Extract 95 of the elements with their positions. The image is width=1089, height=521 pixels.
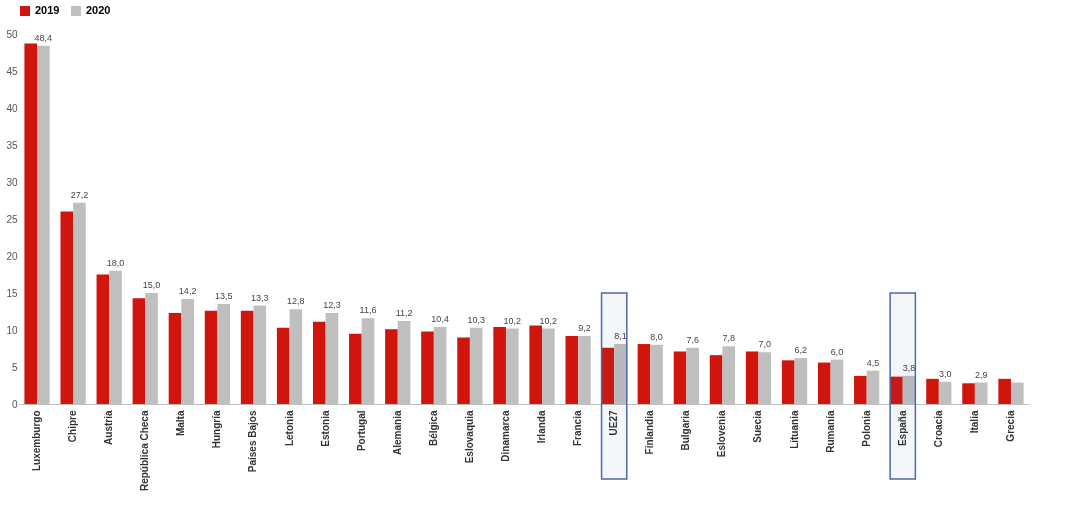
data-label: 10,3 [467,314,485,325]
y-tick-label: 25 [6,213,18,225]
bar [132,298,146,404]
y-tick-label: 40 [6,102,18,114]
legend-label: 2020 [86,4,111,16]
x-tick-label: Países Bajos [247,410,259,473]
data-label: 2,9 [974,369,988,380]
x-tick-label: Portugal [355,410,367,452]
bar [168,312,182,404]
x-tick-label: Alemania [391,410,403,455]
bar [276,327,290,404]
bar [817,362,831,404]
x-tick-label: Lituania [788,410,800,449]
data-label: 15,0 [142,280,161,290]
x-tick-label: Suecia [752,410,764,443]
data-label: 3,8 [902,362,916,373]
x-tick-label: República Checa [139,410,151,492]
bar [24,43,38,404]
data-label: 11,2 [395,308,413,319]
bar [673,351,687,404]
y-tick-label: 50 [6,28,18,40]
y-tick-label: 35 [6,139,18,151]
x-tick-label: Eslovaquia [463,410,475,464]
y-tick-label: 20 [6,250,18,262]
data-label: 14,2 [178,285,197,296]
bar [457,337,470,404]
bar [204,310,218,404]
bar [998,378,1011,404]
x-tick-label: Grecia [1004,410,1016,442]
bar [349,333,362,404]
bar [745,351,759,404]
bar [493,327,506,404]
x-tick-label: Francia [572,410,584,447]
data-label: 13,3 [251,292,269,303]
bar [890,376,903,404]
bar [312,321,326,404]
x-tick-label: Malta [175,410,187,437]
bar [240,310,254,404]
y-tick-label: 30 [6,176,18,188]
y-tick-label: 5 [11,361,18,373]
data-label: 27,2 [70,189,89,200]
y-tick-label: 10 [6,324,18,336]
y-tick-label: 15 [6,287,18,299]
bar [854,375,867,404]
data-label: 10,4 [431,314,449,325]
x-tick-label: Croacia [932,410,944,448]
bar [96,274,110,404]
data-label: 7,8 [722,333,735,344]
y-tick-label: 45 [6,65,18,77]
x-tick-label: España [896,410,908,447]
data-label: 11,6 [359,305,377,316]
bar [962,383,975,404]
data-label: 6,2 [794,345,808,356]
x-tick-label: Hungría [211,410,223,449]
bar [385,329,398,404]
bar [637,344,651,404]
x-tick-label: Bélgica [427,410,439,447]
x-tick-label: UE27 [608,410,620,436]
data-label: 9,2 [578,322,591,333]
x-tick-label: Eslovenia [716,410,728,458]
x-tick-label: Luxemburgo [31,410,43,472]
x-tick-label: Austria [103,410,115,445]
data-label: 4,5 [866,357,880,368]
x-tick-label: Italia [968,410,980,434]
bar [60,211,74,404]
data-label: 6,0 [830,346,844,357]
bar [709,355,723,404]
x-tick-label: Letonia [283,410,295,447]
bar [529,325,543,404]
data-label: 12,3 [323,299,341,310]
data-label: 13,5 [214,291,233,302]
legend-label: 2019 [35,4,60,16]
x-tick-label: Rumanía [824,410,836,453]
x-tick-label: Irlanda [536,410,548,444]
data-label: 3,0 [938,368,952,379]
data-label: 7,6 [686,334,699,345]
data-label: 7,0 [758,339,772,350]
data-label: 10,2 [503,315,522,326]
data-label: 12,8 [287,296,305,307]
data-label: 48,4 [34,32,53,43]
bar [565,335,579,404]
data-label: 18,0 [106,257,125,268]
x-tick-label: Dinamarca [499,410,511,462]
bar [926,378,939,404]
x-tick-label: Polonia [860,410,872,447]
bar [601,347,615,404]
x-tick-label: Estonia [319,410,331,447]
x-tick-label: Finlandia [644,410,656,455]
bar [421,331,434,404]
data-label: 10,2 [539,315,558,326]
y-tick-label: 0 [11,398,18,410]
bar [781,360,795,404]
x-tick-label: Chipre [67,410,79,443]
data-label: 8,0 [650,331,663,342]
x-tick-label: Bulgaria [680,410,692,451]
